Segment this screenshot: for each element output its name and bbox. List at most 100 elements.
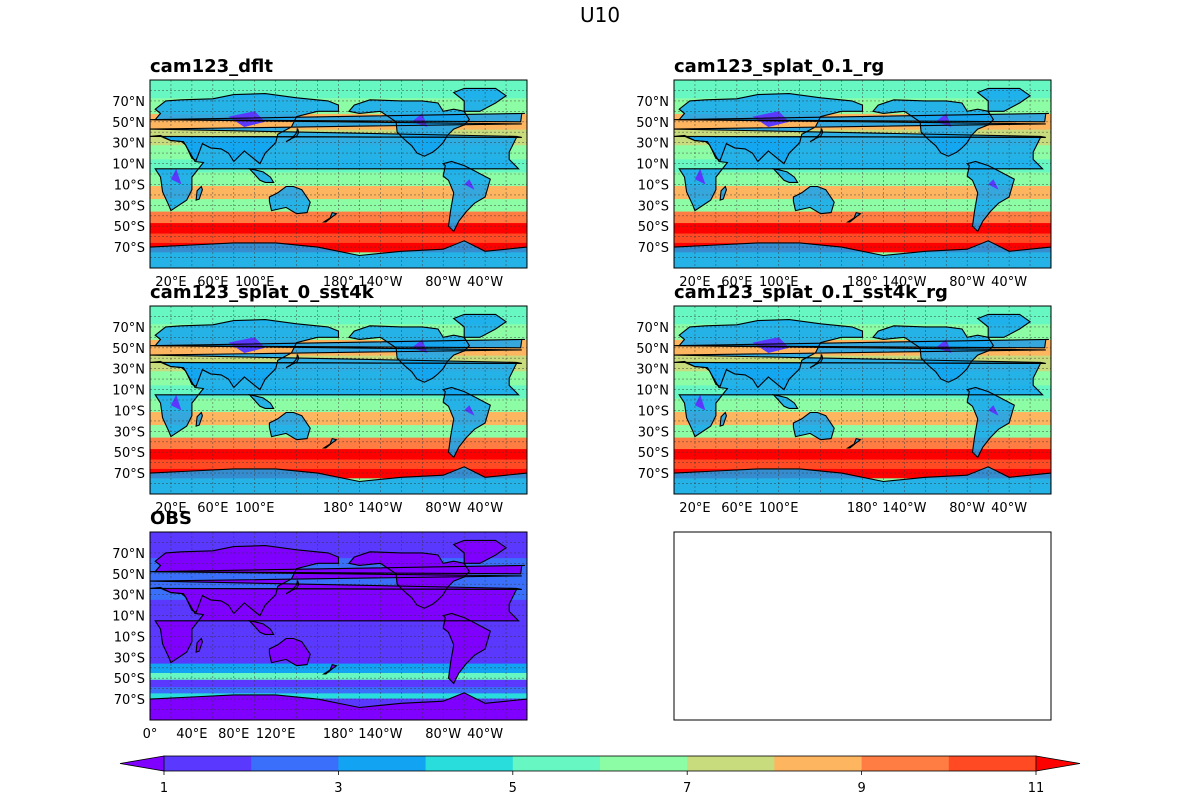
- land-field: [196, 638, 203, 653]
- map-panel-1: cam123_dflt 70°N 50°N 30°N 10°N 10°S 30°S 50°S 7…: [112, 56, 528, 290]
- colorbar-tick-label: 11: [1028, 781, 1045, 796]
- land-core: [694, 168, 706, 185]
- x-tick-label: 60°E: [197, 275, 228, 290]
- y-tick-label: 30°N: [112, 363, 145, 378]
- x-tick-label: 80°W: [949, 501, 985, 516]
- land-field: [453, 540, 507, 564]
- coastline: [150, 240, 527, 268]
- land-core: [464, 405, 475, 416]
- y-tick-label: 70°S: [114, 467, 145, 482]
- field-layer: [150, 306, 527, 494]
- land-field: [249, 394, 274, 409]
- y-tick-label: 50°N: [112, 342, 145, 357]
- land-core: [464, 179, 475, 190]
- coastline: [347, 551, 471, 609]
- zonal-band: [674, 459, 1051, 470]
- coastline: [321, 437, 338, 449]
- land-field: [249, 168, 274, 183]
- coastline: [719, 411, 727, 427]
- x-tick-label: 40°W: [467, 727, 503, 742]
- coastline: [195, 411, 203, 427]
- x-tick-label: 20°E: [155, 275, 186, 290]
- y-tick-label: 50°S: [114, 446, 145, 461]
- y-tick-label: 30°S: [114, 199, 145, 214]
- x-tick-label: 100°E: [759, 275, 799, 290]
- land-field: [453, 314, 507, 338]
- y-tick-label: 10°N: [112, 384, 145, 399]
- land-field: [349, 99, 470, 157]
- land-field: [977, 314, 1031, 338]
- field-layer: [150, 532, 527, 720]
- panel-title: cam123_dflt: [150, 56, 273, 77]
- x-tick-label: 120°E: [256, 727, 296, 742]
- colorbar-segment: [512, 756, 601, 771]
- x-tick-label: 180°: [847, 275, 878, 290]
- land-core: [752, 337, 790, 353]
- land-field: [150, 692, 527, 720]
- colorbar-segment: [338, 756, 427, 771]
- field-layer: [150, 80, 527, 268]
- x-tick-label: 40°W: [991, 501, 1027, 516]
- land-field: [453, 88, 507, 112]
- x-tick-label: 20°E: [679, 275, 710, 290]
- axes-frame: [673, 79, 1052, 269]
- zonal-band: [674, 233, 1051, 244]
- y-tick-label: 70°N: [112, 95, 145, 110]
- x-tick-label: 80°W: [425, 501, 461, 516]
- colorbar-segment: [425, 756, 514, 771]
- coastline: [195, 637, 203, 653]
- coastline: [321, 663, 338, 675]
- y-tick-label: 10°N: [636, 384, 669, 399]
- y-tick-label: 50°S: [114, 220, 145, 235]
- map-panel-3: cam123_splat_0_sst4k 70°N 50°N 30°N 10°N 10°S…: [112, 282, 528, 516]
- coastline: [268, 185, 311, 215]
- y-tick-label: 30°N: [636, 137, 669, 152]
- coastline: [150, 338, 525, 349]
- coastline: [150, 319, 522, 391]
- coastline: [150, 586, 520, 664]
- coastline: [674, 112, 1049, 123]
- coastline: [285, 127, 300, 143]
- coastline: [150, 545, 522, 617]
- x-tick-label: 100°E: [759, 501, 799, 516]
- land-field: [977, 88, 1031, 112]
- colorbar-segment: [251, 756, 339, 771]
- land-core: [170, 168, 182, 185]
- coastline: [150, 564, 525, 575]
- x-tick-label: 180°: [323, 727, 354, 742]
- field-layer: [674, 306, 1051, 494]
- coastline: [966, 386, 1015, 459]
- coastline: [247, 393, 275, 409]
- zonal-band: [150, 687, 527, 694]
- colorbar-tick-label: 1: [160, 781, 168, 796]
- land-field: [674, 240, 1051, 268]
- colorbar-segment: [600, 756, 688, 771]
- land-field: [323, 664, 337, 674]
- zonal-band: [150, 459, 527, 470]
- coastline: [442, 160, 491, 233]
- coastline: [966, 160, 1015, 233]
- zonal-band: [150, 398, 527, 413]
- figure-title: U10: [580, 3, 620, 27]
- panel-title: cam123_splat_0.1_sst4k_rg: [674, 282, 948, 303]
- x-tick-label: 140°W: [358, 727, 402, 742]
- zonal-band: [674, 172, 1051, 187]
- coastline: [674, 338, 1049, 349]
- x-tick-label: 40°W: [467, 501, 503, 516]
- zonal-band: [150, 233, 527, 244]
- land-core: [752, 111, 790, 127]
- coastline: [976, 87, 1032, 112]
- coastline: [347, 99, 471, 157]
- land-field: [443, 387, 491, 458]
- land-field: [773, 394, 798, 409]
- coastline: [674, 134, 1044, 212]
- colorbar-tick-label: 7: [683, 781, 691, 796]
- y-tick-label: 10°S: [114, 178, 145, 193]
- land-field: [967, 161, 1015, 232]
- land-field: [847, 212, 861, 222]
- colorbar-segment: [861, 756, 950, 771]
- land-core: [988, 179, 999, 190]
- axes-frame: [673, 531, 1052, 721]
- land-core: [935, 113, 952, 127]
- coastline: [674, 240, 1051, 268]
